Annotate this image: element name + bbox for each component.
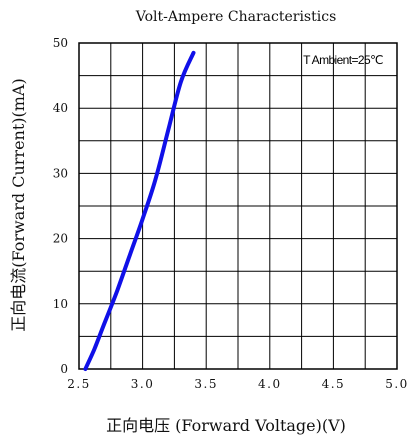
y-tick-labels: 0 10 20 30 40 50 [53,36,68,376]
x-tick-labels: 2.5 3.0 3.5 4.0 4.5 5.0 [67,377,409,391]
y-axis-label: 正向电流(Forward Current)(mA) [9,78,28,331]
x-tick-label: 4.5 [322,377,346,391]
y-tick-label: 20 [53,232,68,246]
x-tick-label: 5.0 [385,377,409,391]
chart-title: Volt-Ampere Characteristics [135,9,337,25]
grid [79,43,397,369]
series-line [83,50,196,371]
x-tick-label: 2.5 [67,377,91,391]
series-layer [83,50,196,371]
ambient-temperature-annotation: T Ambient=25℃ [303,53,383,67]
y-tick-label: 30 [53,166,68,180]
x-tick-label: 4.0 [258,377,282,391]
y-tick-label: 10 [53,297,68,311]
x-tick-label: 3.5 [194,377,218,391]
plot-frame [78,42,398,370]
y-tick-label: 50 [53,36,68,50]
x-axis-label: 正向电压 (Forward Voltage)(V) [106,416,346,435]
y-tick-label: 0 [60,362,68,376]
y-tick-label: 40 [53,101,68,115]
x-tick-label: 3.0 [131,377,155,391]
